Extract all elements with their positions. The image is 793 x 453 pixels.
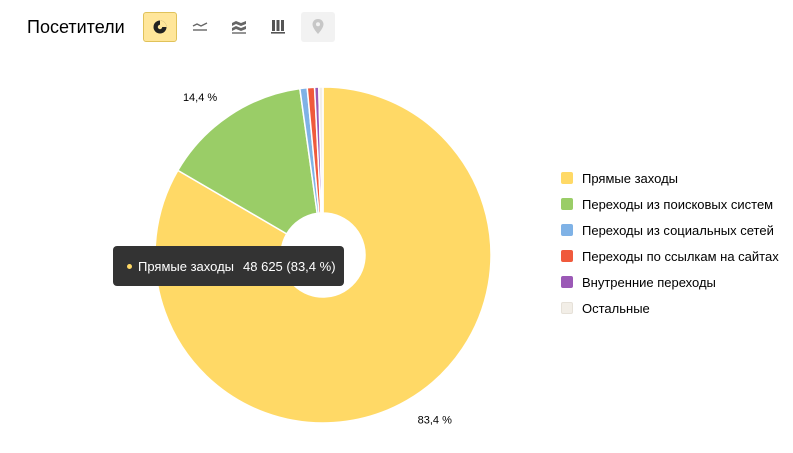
legend-swatch bbox=[561, 198, 573, 210]
legend-swatch bbox=[561, 250, 573, 262]
chart-title: Посетители bbox=[27, 17, 125, 37]
legend-swatch bbox=[561, 276, 573, 288]
line-chart-view-button[interactable] bbox=[183, 12, 217, 42]
legend-label: Переходы по ссылкам на сайтах bbox=[582, 249, 779, 264]
map-view-button[interactable] bbox=[301, 12, 335, 42]
legend-label: Остальные bbox=[582, 301, 650, 316]
pie-slice-6[interactable] bbox=[318, 86, 324, 214]
line-chart-icon bbox=[192, 22, 208, 31]
legend-swatch bbox=[561, 224, 573, 236]
legend-swatch bbox=[561, 302, 573, 314]
slice-percent-label-2: 14,4 % bbox=[183, 92, 217, 104]
slice-percent-label-1: 83,4 % bbox=[418, 415, 452, 427]
pie-chart-view-button[interactable] bbox=[143, 12, 177, 42]
legend-label: Прямые заходы bbox=[582, 171, 679, 186]
pie-chart-icon bbox=[153, 20, 167, 34]
legend-label: Внутренние переходы bbox=[582, 275, 716, 290]
legend-label: Переходы из поисковых систем bbox=[582, 197, 774, 212]
legend-swatch bbox=[561, 172, 573, 184]
tooltip-value: 48 625 (83,4 %) bbox=[243, 258, 336, 274]
legend-label: Переходы из социальных сетей bbox=[582, 223, 774, 238]
map-pin-icon bbox=[312, 19, 324, 34]
chart-header: Посетители bbox=[0, 0, 793, 56]
area-chart-view-button[interactable] bbox=[222, 12, 256, 42]
pie-chart: 83,4 % 14,4 % bbox=[154, 86, 492, 427]
chart-tooltip: Прямые заходы 48 625 (83,4 %) bbox=[113, 246, 344, 286]
pie-slice-2[interactable] bbox=[176, 87, 319, 235]
bar-chart-icon bbox=[271, 20, 285, 34]
tooltip-series-dot bbox=[127, 263, 132, 269]
pie-slice-1[interactable] bbox=[154, 86, 492, 424]
tooltip-series-name: Прямые заходы bbox=[138, 258, 235, 274]
bar-chart-view-button[interactable] bbox=[261, 12, 295, 42]
area-chart-icon bbox=[232, 21, 246, 34]
